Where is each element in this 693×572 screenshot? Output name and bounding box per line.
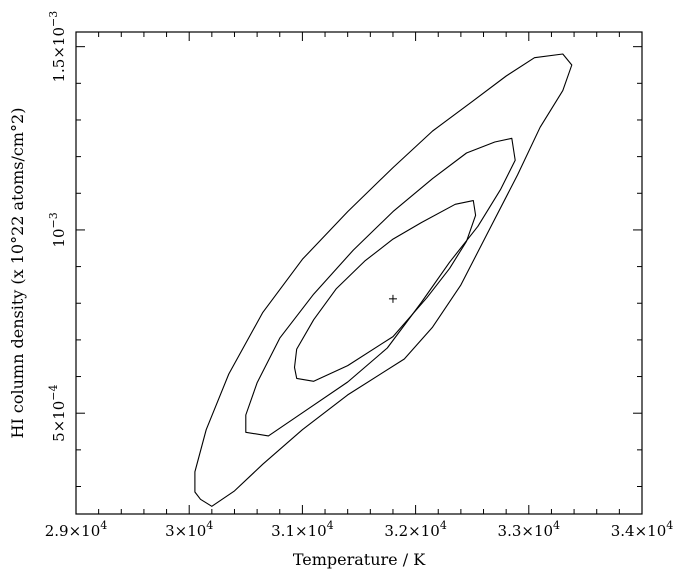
- x-axis-label: Temperature / K: [293, 550, 426, 569]
- x-tick-label: 3.2×104: [384, 519, 447, 540]
- x-tick-label: 3.1×104: [271, 519, 334, 540]
- tick-labels: 2.9×104 3×104 3.1×104 3.2×104 3.3×104 3.4×104…: [45, 11, 674, 540]
- plot-frame: [75, 31, 643, 515]
- contour-lines: [194, 53, 573, 507]
- y-tick-label: 5×10−4: [47, 384, 68, 441]
- best-fit-marker: [388, 294, 397, 303]
- x-tick-label: 2.9×104: [45, 519, 108, 540]
- y-axis-label: HI column density (x 10°22 atoms/cm°2): [8, 108, 27, 439]
- contour-inner: [293, 200, 477, 382]
- contour-middle: [245, 137, 516, 437]
- x-tick-label: 3.4×104: [611, 519, 674, 540]
- x-tick-label: 3.3×104: [498, 519, 561, 540]
- y-tick-label: 10−3: [47, 212, 68, 247]
- contour-outer: [194, 53, 573, 507]
- axis-ticks: [75, 32, 643, 514]
- x-tick-label: 3×104: [165, 519, 213, 540]
- y-tick-label: 1.5×10−3: [47, 11, 68, 83]
